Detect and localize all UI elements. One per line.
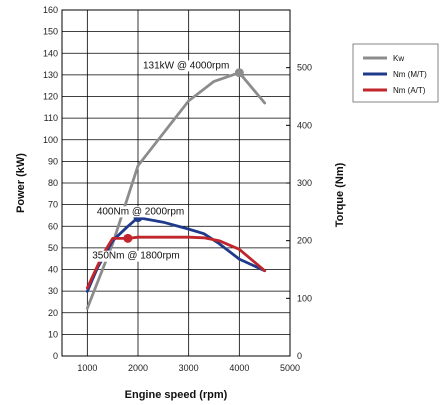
y-tick-label: 50: [48, 243, 58, 253]
y-tick-label: 150: [43, 27, 58, 37]
y-tick-label: 40: [48, 265, 58, 275]
annotation-bg: [140, 60, 232, 72]
y2-tick-label: 400: [297, 120, 312, 130]
x-tick-label: 3000: [179, 363, 199, 373]
y-axis-label: Power (kW): [15, 153, 27, 213]
annotation-label: 400Nm @ 2000rpm: [97, 206, 184, 217]
annotation-label: 350Nm @ 1800rpm: [92, 251, 179, 262]
y-tick-label: 70: [48, 200, 58, 210]
y2-tick-label: 200: [297, 236, 312, 246]
y-tick-label: 160: [43, 5, 58, 15]
y-tick-label: 120: [43, 92, 58, 102]
y-tick-label: 0: [53, 351, 58, 361]
annotation-bg: [94, 206, 187, 218]
annotation-bg: [90, 250, 182, 262]
x-axis-label: Engine speed (rpm): [125, 389, 228, 401]
x-tick-label: 4000: [229, 363, 249, 373]
series-line-0: [85, 71, 267, 310]
x-tick-label: 1000: [77, 363, 97, 373]
y2-tick-label: 500: [297, 63, 312, 73]
y-tick-label: 30: [48, 286, 58, 296]
y-tick-label: 20: [48, 308, 58, 318]
annotations: 131kW @ 4000rpm 400Nm @ 2000rpm 350Nm @ 18…: [90, 60, 232, 262]
y-tick-label: 110: [44, 113, 58, 123]
series-layer: [85, 68, 267, 310]
y-tick-label: 60: [48, 221, 58, 231]
annotation-label: 131kW @ 4000rpm: [143, 60, 229, 71]
legend-label: Nm (A/T): [393, 86, 426, 95]
y-tick-label: 130: [43, 70, 58, 80]
x-tick-label: 5000: [280, 363, 300, 373]
legend-label: Kw: [393, 54, 404, 63]
series-line-1: [85, 216, 267, 293]
peak-marker-0: [234, 68, 244, 78]
y2-axis-label: Torque (Nm): [334, 162, 346, 227]
y-tick-label: 140: [43, 48, 58, 58]
x-tick-label: 2000: [128, 363, 148, 373]
y-tick-label: 10: [48, 329, 58, 339]
y-tick-label: 80: [48, 178, 58, 188]
series-line-2: [85, 235, 267, 290]
y2-tick-label: 100: [297, 293, 312, 303]
tick-labels: 1000 2000 3000 4000 500001020304050607080901…: [43, 5, 312, 373]
y2-tick-label: 0: [297, 351, 302, 361]
peak-marker-2: [123, 233, 133, 243]
y2-tick-label: 300: [297, 178, 312, 188]
y-tick-label: 100: [43, 135, 58, 145]
y-tick-label: 90: [48, 156, 58, 166]
legend: Kw Nm (M/T) Nm (A/T): [352, 43, 439, 103]
legend-label: Nm (M/T): [393, 70, 427, 79]
